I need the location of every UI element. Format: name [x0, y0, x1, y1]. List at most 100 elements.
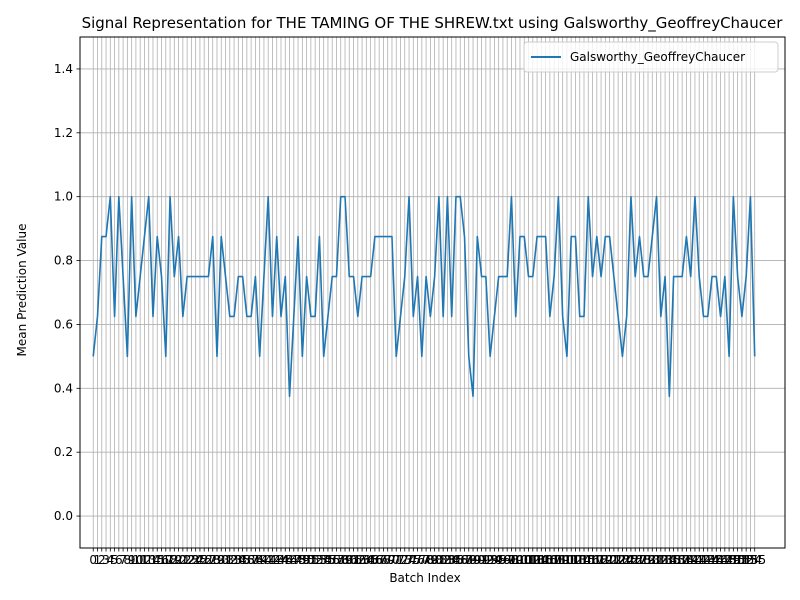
x-tick-label: 132: [645, 553, 668, 567]
x-tick-label: 68: [376, 553, 391, 567]
x-tick-label: 79: [423, 553, 438, 567]
x-tick-label: 116: [577, 553, 600, 567]
x-tick-label: 145: [701, 553, 724, 567]
x-tick-label: 96: [495, 553, 510, 567]
x-tick-label: 133: [649, 553, 672, 567]
x-tick-label: 108: [543, 553, 566, 567]
x-tick-label: 16: [154, 553, 169, 567]
x-tick-label: 22: [179, 553, 194, 567]
x-tick-label: 84: [444, 553, 459, 567]
x-tick-label: 41: [261, 553, 276, 567]
x-tick-label: 28: [205, 553, 220, 567]
y-tick-label: 0.2: [54, 445, 73, 459]
x-tick-label: 85: [448, 553, 463, 567]
x-tick-label: 1: [94, 553, 102, 567]
x-tick-label: 34: [231, 553, 246, 567]
x-tick-label: 12: [137, 553, 152, 567]
x-tick-label: 13: [141, 553, 156, 567]
x-tick-label: 29: [209, 553, 224, 567]
x-tick-label: 25: [192, 553, 207, 567]
x-tick-label: 42: [265, 553, 280, 567]
x-tick-label: 8: [124, 553, 132, 567]
x-tick-label: 58: [333, 553, 348, 567]
x-tick-label: 137: [666, 553, 689, 567]
x-tick-label: 113: [564, 553, 587, 567]
x-tick-label: 35: [235, 553, 250, 567]
x-tick-label: 40: [256, 553, 271, 567]
x-tick-label: 46: [282, 553, 297, 567]
x-tick-label: 0: [89, 553, 97, 567]
x-tick-label: 4: [106, 553, 114, 567]
x-tick-label: 53: [312, 553, 327, 567]
x-tick-label: 26: [197, 553, 212, 567]
x-tick-label: 143: [692, 553, 715, 567]
x-tick-label: 45: [278, 553, 293, 567]
x-tick-label: 66: [367, 553, 382, 567]
x-axis-label: Batch Index: [389, 571, 460, 585]
x-tick-label: 71: [389, 553, 404, 567]
x-tick-label: 31: [218, 553, 233, 567]
x-tick-label: 39: [252, 553, 267, 567]
x-tick-label: 64: [359, 553, 374, 567]
x-tick-label: 117: [581, 553, 604, 567]
x-tick-label: 87: [457, 553, 472, 567]
x-tick-label: 139: [675, 553, 698, 567]
x-tick-label: 97: [500, 553, 515, 567]
legend: Galsworthy_GeoffreyChaucer: [523, 41, 779, 73]
x-tick-label: 150: [722, 553, 745, 567]
x-tick-label: 123: [607, 553, 630, 567]
x-tick-label: 24: [188, 553, 203, 567]
x-tick-label: 38: [248, 553, 263, 567]
x-tick-label: 23: [184, 553, 199, 567]
x-tick-label: 44: [273, 553, 288, 567]
series-layer: [92, 195, 756, 398]
x-tick-label: 5: [111, 553, 119, 567]
x-tick-label: 155: [743, 553, 766, 567]
x-tick-label: 144: [696, 553, 719, 567]
x-tick-label: 80: [427, 553, 442, 567]
x-tick-label: 33: [226, 553, 241, 567]
x-gridlines: [92, 37, 756, 548]
x-tick-label: 119: [590, 553, 613, 567]
x-tick-label: 100: [509, 553, 532, 567]
x-tick-label: 54: [316, 553, 331, 567]
legend-box: [523, 41, 779, 73]
x-tick-label: 142: [688, 553, 711, 567]
x-tick-label: 91: [474, 553, 489, 567]
x-tick-label: 115: [573, 553, 596, 567]
x-tick-label: 65: [363, 553, 378, 567]
x-tick-label: 73: [397, 553, 412, 567]
x-tick-label: 49: [295, 553, 310, 567]
x-tick-label: 112: [560, 553, 583, 567]
x-tick-label: 47: [286, 553, 301, 567]
x-tick-label: 105: [530, 553, 553, 567]
x-tick-label: 55: [320, 553, 335, 567]
x-tick-label: 134: [654, 553, 677, 567]
x-tick-label: 121: [598, 553, 621, 567]
x-tick-label: 86: [453, 553, 468, 567]
y-tick-label: 0.4: [54, 381, 73, 395]
x-tick-label: 135: [658, 553, 681, 567]
x-tick-label: 50: [299, 553, 314, 567]
x-tick-label: 30: [214, 553, 229, 567]
x-tick-label: 72: [393, 553, 408, 567]
x-tick-label: 82: [436, 553, 451, 567]
x-tick-label: 141: [683, 553, 706, 567]
x-tick-label: 51: [303, 553, 318, 567]
x-tick-label: 83: [440, 553, 455, 567]
x-tick-label: 138: [671, 553, 694, 567]
y-tick-label: 0.8: [54, 254, 73, 268]
x-tick-label: 88: [461, 553, 476, 567]
x-tick-label: 89: [465, 553, 480, 567]
x-tick-label: 120: [594, 553, 617, 567]
x-tick-label: 32: [222, 553, 237, 567]
x-tick-label: 146: [705, 553, 728, 567]
y-axis-label: Mean Prediction Value: [15, 224, 29, 357]
x-tick-label: 95: [491, 553, 506, 567]
x-tick-label: 125: [615, 553, 638, 567]
x-tick-label: 111: [555, 553, 578, 567]
x-tick-label: 43: [269, 553, 284, 567]
x-tick-label: 151: [726, 553, 749, 567]
x-tick-label: 18: [162, 553, 177, 567]
x-tick-label: 140: [679, 553, 702, 567]
